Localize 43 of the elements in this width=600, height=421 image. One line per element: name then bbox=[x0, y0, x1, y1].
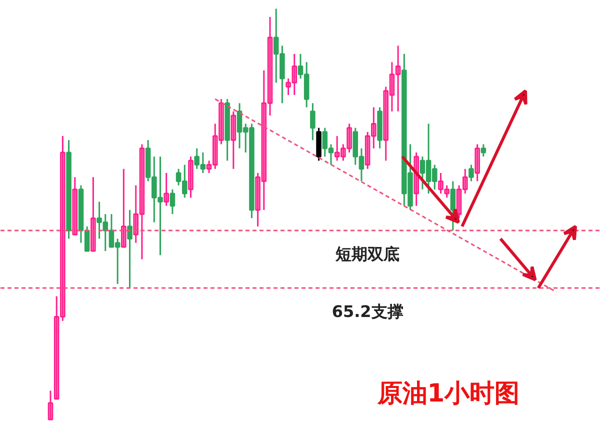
ref-line-label: 短期双底 bbox=[334, 244, 400, 264]
text: 原油1小时图 bbox=[376, 378, 520, 408]
candlestick bbox=[383, 86, 389, 162]
candlestick bbox=[261, 70, 267, 211]
candlestick bbox=[230, 110, 236, 170]
candlestick bbox=[480, 144, 486, 158]
candlestick bbox=[139, 144, 145, 260]
candlestick bbox=[310, 102, 316, 141]
candlestick bbox=[170, 188, 176, 215]
candlestick bbox=[90, 176, 96, 252]
candlestick bbox=[188, 156, 194, 198]
candlestick bbox=[267, 16, 273, 116]
candlestick bbox=[444, 184, 450, 198]
candlestick bbox=[121, 168, 126, 248]
candlestick bbox=[334, 135, 340, 162]
candlestick bbox=[462, 168, 468, 194]
candlestick bbox=[127, 209, 132, 289]
candlestick bbox=[133, 184, 139, 244]
ref-line-label: 65.2支撑 bbox=[332, 302, 404, 322]
candlestick bbox=[468, 164, 474, 182]
candlestick bbox=[72, 176, 78, 236]
candlestick bbox=[292, 53, 298, 96]
candlestick bbox=[438, 172, 444, 194]
candlestick bbox=[255, 172, 260, 228]
candlestick bbox=[286, 78, 291, 96]
candlestick bbox=[346, 122, 352, 154]
candlestick bbox=[371, 106, 376, 150]
candlestick bbox=[48, 390, 54, 420]
candlestick bbox=[218, 98, 224, 146]
candlestick bbox=[206, 160, 212, 174]
candlestick bbox=[364, 131, 370, 170]
candlestick bbox=[164, 172, 169, 207]
candlestick bbox=[474, 144, 480, 182]
candlestick bbox=[450, 180, 456, 232]
candlestick bbox=[54, 295, 60, 400]
candlestick bbox=[340, 144, 346, 162]
candlestick bbox=[414, 152, 419, 207]
candlestick bbox=[84, 226, 90, 252]
candlestick bbox=[389, 61, 395, 112]
candlestick bbox=[456, 184, 462, 219]
candlestick bbox=[395, 44, 401, 112]
candlestick bbox=[60, 135, 66, 322]
candlestick bbox=[212, 122, 218, 170]
